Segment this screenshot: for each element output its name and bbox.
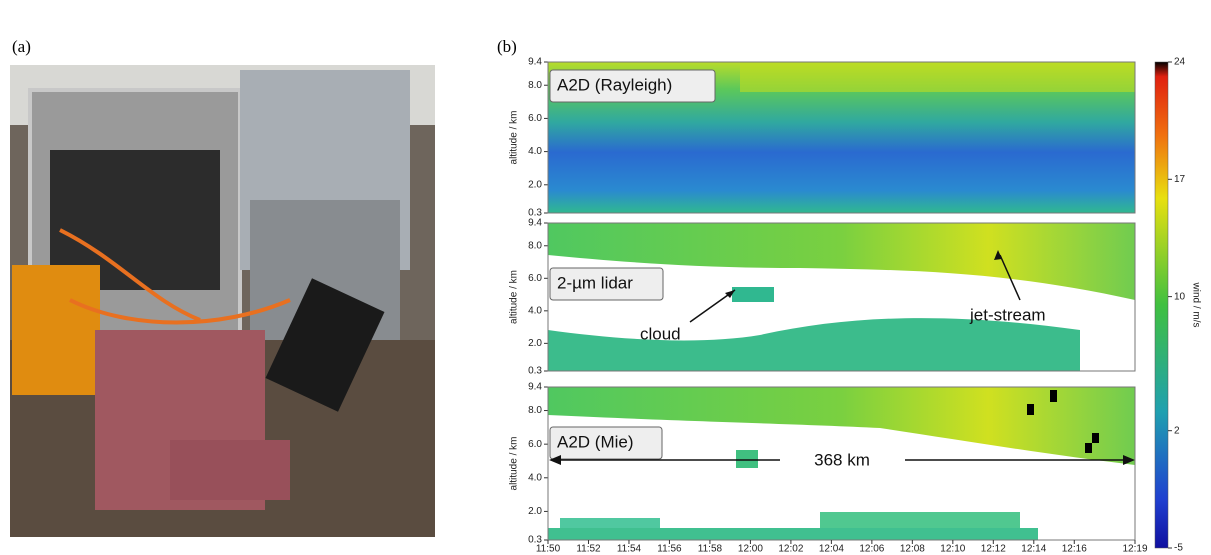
y-tick-label: 8.0 — [528, 240, 542, 251]
plot-title: A2D (Rayleigh) — [557, 75, 672, 94]
y-tick-label: 6.0 — [528, 439, 542, 450]
y-tick-label: 2.0 — [528, 506, 542, 517]
x-tick-label: 11:52 — [576, 544, 601, 555]
colorbar-tick-label: 2 — [1174, 425, 1180, 436]
x-tick-label: 11:54 — [617, 544, 642, 555]
y-tick-label: 6.0 — [528, 273, 542, 284]
annotation-text: cloud — [640, 324, 681, 343]
y-tick-label: 8.0 — [528, 80, 542, 91]
panel-label: (a) — [12, 37, 31, 56]
x-tick-label: 12:02 — [778, 544, 803, 555]
y-axis-label: altitude / km — [509, 270, 520, 324]
colorbar-tick-label: 10 — [1174, 291, 1186, 302]
x-tick-label: 11:56 — [657, 544, 682, 555]
colorbar-tick-label: -5 — [1174, 543, 1183, 554]
x-tick-label: 12:00 — [738, 544, 763, 555]
colorbar — [1154, 61, 1169, 549]
heatmap — [547, 386, 1136, 541]
colorbar-tick-label: 24 — [1174, 57, 1186, 68]
y-tick-label: 4.0 — [528, 146, 542, 157]
x-tick-label: 12:12 — [981, 544, 1006, 555]
x-tick-label: 12:14 — [1021, 544, 1046, 555]
plot-frame — [547, 386, 1136, 541]
y-tick-label: 6.0 — [528, 113, 542, 124]
x-tick-label: 12:19 — [1122, 544, 1147, 555]
x-tick-label: 12:16 — [1062, 544, 1087, 555]
annotation — [549, 69, 1135, 465]
plot-frame — [547, 61, 1136, 214]
y-tick-label: 0.3 — [528, 208, 542, 219]
x-tick-label: 12:06 — [859, 544, 884, 555]
photo — [10, 65, 435, 537]
y-tick-label: 0.3 — [528, 366, 542, 377]
colorbar-label: wind / m/s — [1190, 281, 1201, 327]
x-tick-label: 11:58 — [698, 544, 723, 555]
plot-frame — [547, 222, 1136, 372]
y-tick-label: 2.0 — [528, 338, 542, 349]
y-tick-label: 9.4 — [528, 382, 542, 393]
y-tick-label: 0.3 — [528, 535, 542, 546]
y-axis-label: altitude / km — [509, 111, 520, 165]
x-tick-label: 12:10 — [940, 544, 965, 555]
y-tick-label: 9.4 — [528, 57, 542, 68]
y-tick-label: 9.4 — [528, 218, 542, 229]
plot-title: A2D (Mie) — [557, 432, 634, 451]
y-tick-label: 4.0 — [528, 305, 542, 316]
y-tick-label: 8.0 — [528, 405, 542, 416]
annotation-text: 368 km — [814, 450, 870, 469]
colorbar-tick-label: 17 — [1174, 174, 1186, 185]
x-tick-label: 12:08 — [900, 544, 925, 555]
annotation-text: jet-stream — [969, 305, 1046, 324]
x-tick-label: 12:04 — [819, 544, 844, 555]
y-tick-label: 2.0 — [528, 179, 542, 190]
heatmap — [547, 222, 1136, 372]
panel-label: (b) — [497, 37, 517, 56]
y-tick-label: 4.0 — [528, 472, 542, 483]
plot-title: 2-µm lidar — [557, 273, 633, 292]
x-tick-label: 11:50 — [536, 544, 561, 555]
y-axis-label: altitude / km — [509, 437, 520, 491]
